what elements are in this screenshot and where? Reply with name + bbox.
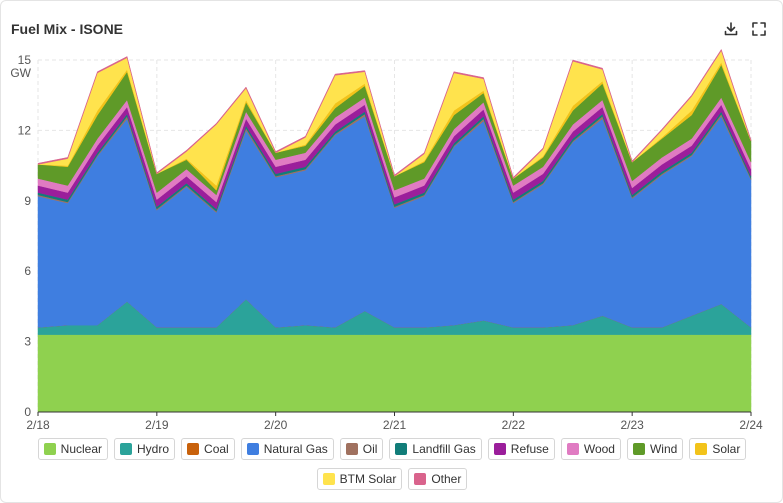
legend-label: Wind [649, 442, 678, 456]
legend-item-other[interactable]: Other [408, 468, 468, 490]
legend-label: Landfill Gas [412, 442, 476, 456]
chart-legend: Nuclear Hydro Coal Natural Gas Oil Landfill G… [12, 438, 772, 490]
legend-item-solar[interactable]: Solar [689, 438, 747, 460]
legend-label: Other [431, 472, 462, 486]
y-axis-label: GW [10, 66, 31, 80]
y-tick-label: 0 [24, 405, 31, 419]
legend-swatch [345, 443, 358, 455]
legend-item-coal[interactable]: Coal [181, 438, 235, 460]
legend-label: Hydro [137, 442, 170, 456]
legend-swatch [187, 443, 200, 455]
legend-item-wood[interactable]: Wood [560, 438, 621, 460]
legend-item-oil[interactable]: Oil [339, 438, 384, 460]
y-tick-label: 9 [24, 194, 31, 208]
legend-item-wind[interactable]: Wind [626, 438, 684, 460]
download-icon [724, 22, 738, 36]
area-other [37, 48, 752, 179]
legend-label: Nuclear [60, 442, 103, 456]
y-tick-label: 15 [18, 53, 32, 67]
legend-swatch [493, 443, 506, 455]
legend-swatch [632, 443, 645, 455]
legend-label: Solar [712, 442, 741, 456]
area-nuclear [37, 334, 752, 413]
legend-label: Coal [204, 442, 229, 456]
legend-item-btm-solar[interactable]: BTM Solar [316, 468, 403, 490]
legend-label: Oil [362, 442, 378, 456]
legend-label: Wood [583, 442, 615, 456]
y-tick-label: 6 [24, 264, 31, 278]
fullscreen-icon [752, 22, 766, 36]
legend-swatch [695, 443, 708, 455]
legend-swatch [120, 443, 133, 455]
x-tick-label: 2/18 [26, 418, 50, 432]
x-tick-label: 2/23 [620, 418, 644, 432]
legend-swatch [395, 443, 408, 455]
y-tick-label: 3 [24, 335, 31, 349]
legend-label: BTM Solar [339, 472, 397, 486]
chart-title: Fuel Mix - ISONE [11, 21, 124, 37]
x-tick-label: 2/21 [383, 418, 407, 432]
legend-item-natural-gas[interactable]: Natural Gas [240, 438, 334, 460]
x-tick-label: 2/22 [502, 418, 526, 432]
legend-swatch [246, 443, 259, 455]
x-tick-label: 2/20 [264, 418, 288, 432]
legend-swatch [43, 443, 56, 455]
legend-item-hydro[interactable]: Hydro [114, 438, 176, 460]
legend-swatch [322, 473, 335, 485]
download-button[interactable] [723, 21, 739, 37]
legend-swatch [566, 443, 579, 455]
legend-item-landfill-gas[interactable]: Landfill Gas [389, 438, 482, 460]
legend-swatch [414, 473, 427, 485]
legend-item-refuse[interactable]: Refuse [487, 438, 555, 460]
fullscreen-button[interactable] [751, 21, 767, 37]
x-tick-label: 2/19 [145, 418, 169, 432]
legend-item-nuclear[interactable]: Nuclear [37, 438, 109, 460]
legend-label: Refuse [510, 442, 549, 456]
legend-label: Natural Gas [263, 442, 328, 456]
x-tick-label: 2/24 [739, 418, 763, 432]
y-tick-label: 12 [18, 123, 32, 137]
